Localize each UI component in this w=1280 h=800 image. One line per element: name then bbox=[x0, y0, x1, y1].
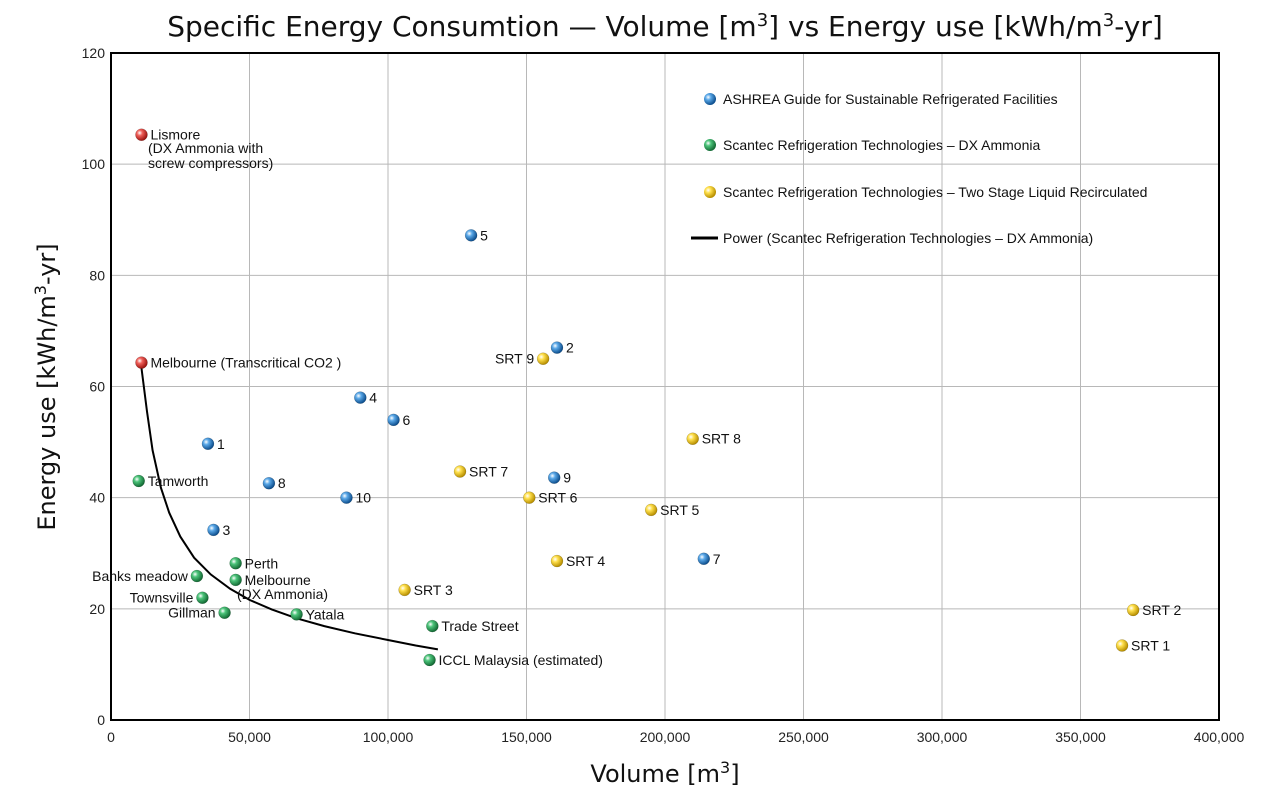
point-label: SRT 8 bbox=[702, 431, 741, 447]
point-label: Melbourne bbox=[245, 572, 311, 588]
data-point bbox=[1115, 639, 1129, 652]
data-point bbox=[697, 552, 711, 566]
x-axis-label: Volume [m3] bbox=[590, 758, 739, 788]
data-point bbox=[536, 352, 550, 365]
legend: ASHREA Guide for Sustainable Refrigerate… bbox=[691, 91, 1147, 246]
data-point bbox=[423, 653, 436, 667]
point-label: SRT 7 bbox=[469, 464, 508, 480]
axis-ticks: 0 50,000 100,000 150,000 200,000 250,000 300,0… bbox=[82, 45, 1245, 745]
x-tick-label: 400,000 bbox=[1194, 729, 1245, 745]
data-point bbox=[354, 391, 367, 404]
y-tick-label: 40 bbox=[89, 490, 105, 506]
data-point bbox=[550, 341, 564, 354]
data-point bbox=[1126, 603, 1140, 617]
point-label: Melbourne (Transcritical CO2 ) bbox=[150, 355, 341, 371]
x-tick-label: 100,000 bbox=[363, 729, 414, 745]
data-point bbox=[201, 437, 215, 451]
legend-label-ashrae: ASHREA Guide for Sustainable Refrigerate… bbox=[723, 91, 1058, 107]
point-label: SRT 2 bbox=[1142, 602, 1181, 618]
data-point bbox=[550, 554, 564, 568]
data-point bbox=[340, 491, 353, 504]
data-point bbox=[547, 471, 561, 484]
data-point bbox=[135, 128, 148, 141]
data-point bbox=[426, 619, 439, 633]
melbourne-dx-sublabel: (DX Ammonia) bbox=[237, 586, 328, 602]
data-point bbox=[132, 474, 145, 488]
y-axis-label: Energy use [kWh/m3-yr] bbox=[31, 243, 61, 530]
y-tick-label: 80 bbox=[89, 267, 105, 283]
lismore-sublabel-2: screw compressors) bbox=[148, 155, 273, 171]
data-point bbox=[135, 356, 148, 369]
point-label: 4 bbox=[369, 390, 377, 406]
y-tick-label: 0 bbox=[97, 712, 105, 728]
point-label: 10 bbox=[355, 490, 371, 506]
point-label: Gillman bbox=[168, 605, 215, 621]
power-trend-curve bbox=[140, 368, 439, 651]
data-point bbox=[262, 476, 276, 490]
data-point bbox=[196, 591, 209, 604]
data-point bbox=[644, 503, 658, 517]
point-label: SRT 1 bbox=[1131, 638, 1170, 654]
data-points bbox=[132, 128, 1140, 667]
y-tick-label: 60 bbox=[89, 379, 105, 395]
data-point bbox=[686, 432, 699, 445]
point-label: 3 bbox=[222, 522, 230, 538]
point-label: SRT 4 bbox=[566, 553, 605, 569]
data-point bbox=[398, 583, 411, 597]
y-tick-label: 100 bbox=[82, 156, 106, 172]
data-point bbox=[229, 557, 242, 570]
point-label: 8 bbox=[278, 475, 286, 491]
y-tick-label: 120 bbox=[82, 45, 106, 61]
point-label: Tamworth bbox=[148, 473, 209, 489]
legend-label-two-stage: Scantec Refrigeration Technologies – Two… bbox=[723, 184, 1147, 200]
point-label: SRT 6 bbox=[538, 490, 577, 506]
point-label: Banks meadow bbox=[92, 568, 189, 584]
point-label: 7 bbox=[713, 551, 721, 567]
data-point bbox=[464, 229, 478, 242]
point-label: Townsville bbox=[130, 590, 194, 606]
x-tick-label: 300,000 bbox=[917, 729, 968, 745]
point-labels: 1 2 3 4 5 6 7 8 9 10 Tamworth Perth Banks meadow Melb… bbox=[92, 127, 1181, 668]
x-tick-label: 200,000 bbox=[640, 729, 691, 745]
data-point bbox=[229, 573, 242, 587]
point-label: ICCL Malaysia (estimated) bbox=[439, 652, 603, 668]
plot-area bbox=[110, 52, 1220, 721]
x-tick-label: 250,000 bbox=[778, 729, 829, 745]
x-tick-label: 150,000 bbox=[501, 729, 552, 745]
y-tick-label: 20 bbox=[89, 601, 105, 617]
point-label: 5 bbox=[480, 227, 488, 243]
x-tick-label: 350,000 bbox=[1055, 729, 1106, 745]
point-label: Trade Street bbox=[441, 618, 518, 634]
legend-marker-ashrae bbox=[704, 93, 716, 105]
data-point bbox=[190, 569, 204, 583]
data-point bbox=[290, 608, 303, 621]
grid-lines bbox=[111, 53, 1219, 720]
chart-title: Specific Energy Consumtion — Volume [m3]… bbox=[167, 10, 1163, 43]
data-point bbox=[207, 523, 220, 537]
lismore-sublabel-1: (DX Ammonia with bbox=[148, 140, 263, 156]
point-label: SRT 5 bbox=[660, 502, 699, 518]
x-tick-label: 50,000 bbox=[228, 729, 271, 745]
point-label: Yatala bbox=[306, 606, 345, 622]
point-label: 2 bbox=[566, 340, 574, 356]
legend-marker-two-stage bbox=[704, 186, 716, 198]
legend-label-trend: Power (Scantec Refrigeration Technologie… bbox=[723, 230, 1093, 246]
legend-marker-dx bbox=[704, 139, 716, 151]
point-label: Perth bbox=[245, 555, 278, 571]
data-point bbox=[453, 465, 467, 478]
point-label: Lismore bbox=[150, 127, 200, 143]
point-label: 9 bbox=[563, 470, 571, 486]
point-label: 6 bbox=[403, 412, 411, 428]
data-point bbox=[523, 491, 536, 504]
point-label: SRT 3 bbox=[414, 582, 453, 598]
point-label: 1 bbox=[217, 436, 225, 452]
data-point bbox=[387, 413, 400, 427]
point-label: SRT 9 bbox=[495, 351, 534, 367]
legend-label-dx: Scantec Refrigeration Technologies – DX … bbox=[723, 137, 1040, 153]
x-tick-label: 0 bbox=[107, 729, 115, 745]
data-point bbox=[218, 606, 231, 619]
